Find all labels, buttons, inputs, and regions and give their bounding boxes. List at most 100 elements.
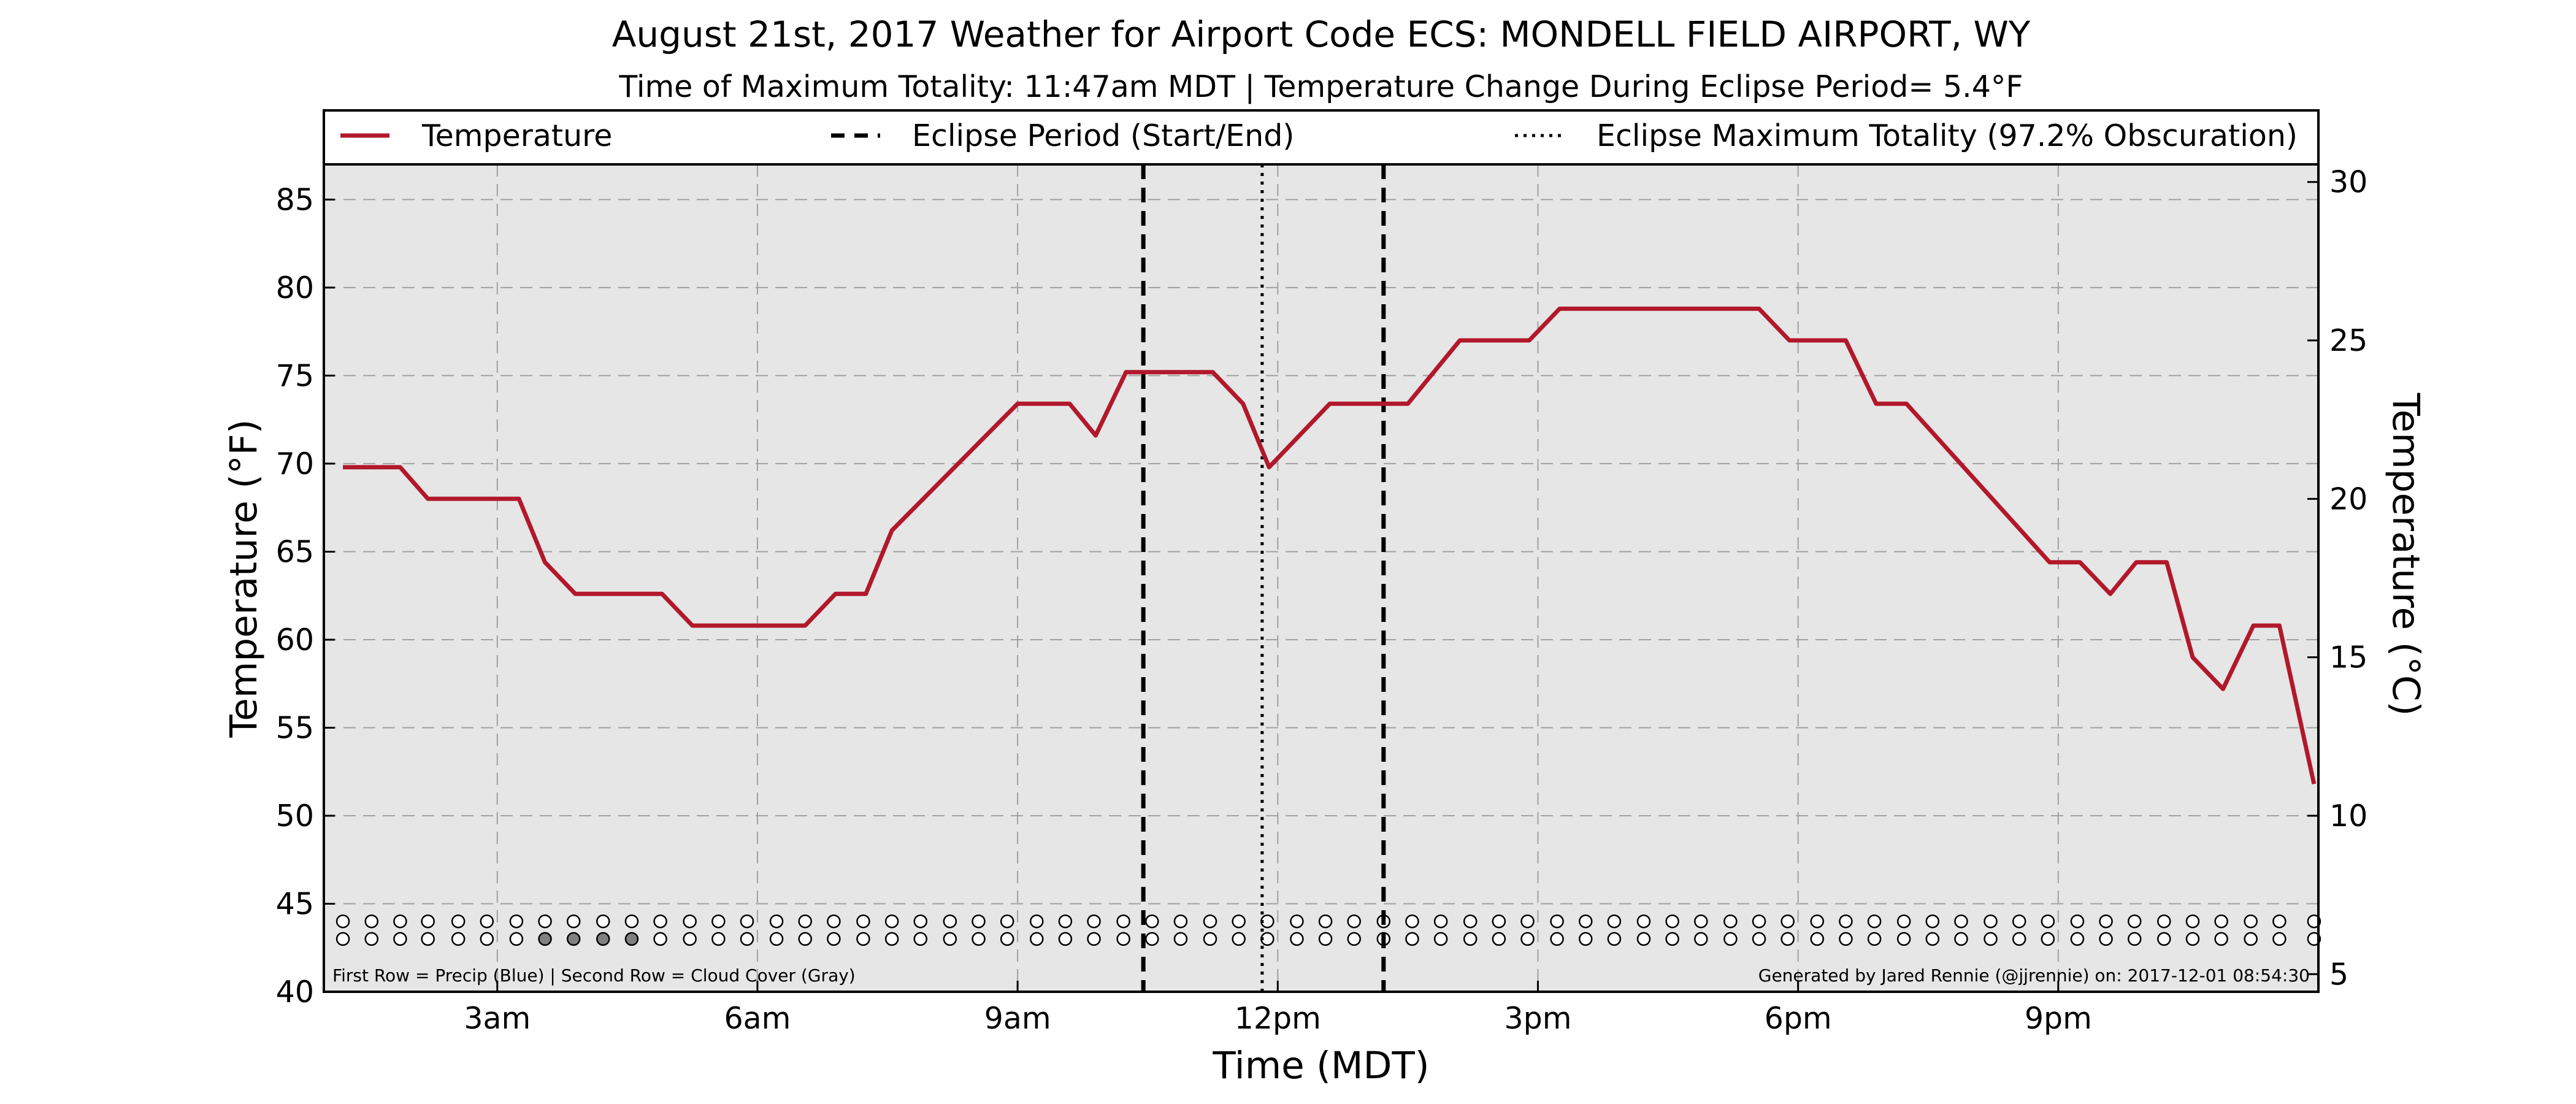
- precip-dot: [1810, 914, 1825, 929]
- precip-dot: [740, 914, 754, 929]
- precip-dot: [1318, 914, 1333, 929]
- cloud-cover-dot: [943, 932, 957, 946]
- legend-box: [323, 109, 2320, 166]
- y-tick-label-left: 45: [276, 886, 314, 921]
- precip-dot: [335, 914, 350, 929]
- cloud-cover-dot: [2185, 932, 2200, 946]
- cloud-cover-dot: [421, 932, 435, 946]
- cloud-cover-dot: [596, 932, 610, 946]
- precip-dot: [1058, 914, 1073, 929]
- cloud-cover-dot: [972, 932, 986, 946]
- cloud-cover-dot: [1665, 932, 1679, 946]
- cloud-cover-dot: [509, 932, 524, 946]
- footer-right-note: Generated by Jared Rennie (@jjrennie) on…: [1758, 965, 2310, 986]
- precip-dot: [1087, 914, 1101, 929]
- cloud-cover-dot: [2214, 932, 2228, 946]
- cloud-cover-dot: [1752, 932, 1766, 946]
- precip-dot: [2157, 914, 2171, 929]
- cloud-cover-dot: [1318, 932, 1333, 946]
- precip-dot: [421, 914, 435, 929]
- precip-dot: [1607, 914, 1622, 929]
- y-axis-left: 40 45 50 55 60 65 70 75 80 85: [276, 182, 335, 1010]
- cloud-precip-dots: [335, 914, 2321, 946]
- precip-dot: [624, 914, 639, 929]
- cloud-cover-dot: [798, 932, 812, 946]
- temperature-line: [343, 306, 2317, 785]
- cloud-cover-dot: [1925, 932, 1940, 946]
- precip-dot: [1492, 914, 1506, 929]
- precip-dot: [1173, 914, 1188, 929]
- cloud-cover-dot: [2272, 932, 2287, 946]
- precip-dot: [1896, 914, 1911, 929]
- cloud-cover-dot: [1000, 932, 1014, 946]
- cloud-cover-dot: [1810, 932, 1825, 946]
- cloud-cover-dot: [364, 932, 379, 946]
- precip-dot: [972, 914, 986, 929]
- cloud-cover-dot: [393, 932, 407, 946]
- y-tick-label-left: 40: [276, 975, 314, 1010]
- x-tick-label: 6pm: [1765, 1001, 1832, 1036]
- cloud-cover-dot: [480, 932, 494, 946]
- precip-dot: [538, 914, 552, 929]
- precip-dot: [2099, 914, 2113, 929]
- grid: [324, 164, 2318, 992]
- precip-dot: [2214, 914, 2228, 929]
- precip-dot: [1954, 914, 1968, 929]
- precip-dot: [1839, 914, 1853, 929]
- precip-dot: [2244, 914, 2258, 929]
- cloud-cover-dot: [1087, 932, 1101, 946]
- y-tick-label-left: 60: [276, 623, 314, 657]
- cloud-cover-dot: [1954, 932, 1968, 946]
- chart-subtitle: Time of Maximum Totality: 11:47am MDT | …: [618, 69, 2023, 104]
- precip-dot: [1636, 914, 1651, 929]
- precip-dot: [2128, 914, 2142, 929]
- precip-dot: [1463, 914, 1478, 929]
- x-tick-label: 3pm: [1504, 1001, 1571, 1036]
- cloud-cover-dot: [1578, 932, 1593, 946]
- y-axis-label-left: Temperature (°F): [222, 420, 266, 738]
- x-tick-label: 9am: [984, 1001, 1051, 1036]
- cloud-cover-dot: [335, 932, 350, 946]
- precip-dot: [596, 914, 610, 929]
- precip-dot: [2272, 914, 2287, 929]
- eclipse-markers: [1141, 164, 1386, 992]
- legend-label: Eclipse Maximum Totality (97.2% Obscurat…: [1597, 118, 2298, 153]
- precip-dot: [798, 914, 812, 929]
- y-tick-label-left: 50: [276, 799, 314, 834]
- precip-dot: [653, 914, 667, 929]
- y-tick-label-left: 70: [276, 447, 314, 481]
- precip-dot: [1781, 914, 1795, 929]
- precip-dot: [566, 914, 581, 929]
- x-tick-label: 3am: [464, 1001, 531, 1036]
- cloud-cover-dot: [2307, 932, 2321, 946]
- cloud-cover-dot: [711, 932, 726, 946]
- cloud-cover-dot: [2041, 932, 2055, 946]
- y-tick-label-right: 25: [2329, 323, 2367, 358]
- cloud-cover-dot: [1116, 932, 1130, 946]
- cloud-cover-dot: [856, 932, 870, 946]
- legend-item-temperature: Temperature: [340, 118, 612, 153]
- precip-dot: [711, 914, 726, 929]
- cloud-cover-dot: [1520, 932, 1535, 946]
- legend-label: Temperature: [421, 118, 612, 153]
- precip-dot: [1984, 914, 1998, 929]
- cloud-cover-dot: [1636, 932, 1651, 946]
- precip-dot: [1550, 914, 1564, 929]
- cloud-cover-dot: [1232, 932, 1246, 946]
- precip-dot: [1145, 914, 1159, 929]
- plot-background: [324, 164, 2318, 992]
- precip-dot: [1752, 914, 1766, 929]
- y-tick-label-right: 20: [2329, 481, 2367, 516]
- precip-dot: [1000, 914, 1014, 929]
- y-tick-label-right: 30: [2329, 165, 2367, 200]
- cloud-cover-dot: [2244, 932, 2258, 946]
- precip-dot: [1116, 914, 1130, 929]
- y-tick-label-left: 55: [276, 710, 314, 745]
- precip-dot: [769, 914, 784, 929]
- cloud-cover-dot: [1405, 932, 1419, 946]
- precip-dot: [451, 914, 466, 929]
- precip-dot: [884, 914, 899, 929]
- precip-dot: [943, 914, 957, 929]
- cloud-cover-dot: [1984, 932, 1998, 946]
